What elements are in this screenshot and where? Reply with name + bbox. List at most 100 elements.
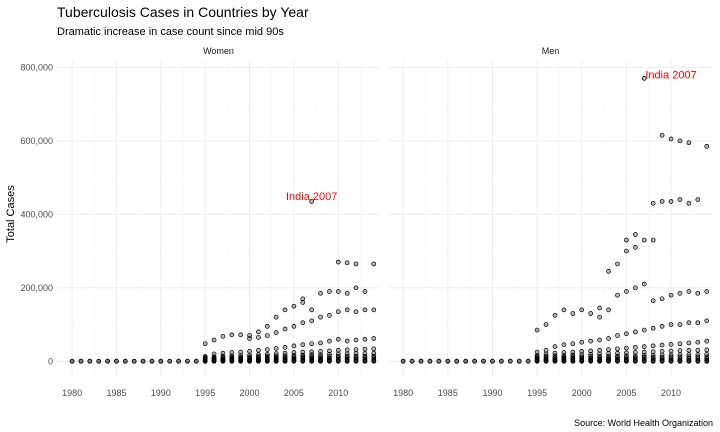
data-point <box>362 336 368 342</box>
data-point <box>588 311 594 316</box>
data-point <box>256 335 261 340</box>
data-point <box>624 248 629 254</box>
data-point <box>69 358 75 364</box>
data-point <box>436 358 442 364</box>
data-point <box>211 337 217 343</box>
data-point <box>552 313 558 318</box>
data-point <box>327 313 332 318</box>
data-point <box>704 338 710 344</box>
data-point <box>561 307 567 313</box>
data-point <box>561 342 567 348</box>
data-point <box>677 357 683 363</box>
y-tick-label: 600,000 <box>20 136 53 146</box>
data-point <box>247 349 252 354</box>
x-tick-label: 1995 <box>195 388 215 398</box>
data-point <box>606 268 611 274</box>
data-point <box>624 331 629 337</box>
data-point <box>256 347 261 353</box>
data-point <box>291 303 297 309</box>
data-point <box>472 358 477 364</box>
x-tick-label: 1985 <box>106 388 126 398</box>
facet-panels: Women 1980 1985 1990 1995 2000 2005 2010 0 200,00… <box>20 46 713 398</box>
chart-subtitle: Dramatic increase in case count since mi… <box>57 26 284 38</box>
y-tick-label: 400,000 <box>20 209 53 219</box>
data-point <box>534 327 540 333</box>
data-point <box>273 346 279 351</box>
data-point <box>677 348 683 353</box>
data-point <box>481 358 486 364</box>
y-tick-label: 800,000 <box>20 62 53 72</box>
data-point <box>362 289 368 294</box>
data-point <box>282 350 288 356</box>
data-point <box>427 358 433 364</box>
annotation-label: India 2007 <box>645 70 696 82</box>
data-point <box>615 346 620 352</box>
data-point <box>695 320 701 326</box>
data-point <box>300 349 306 355</box>
data-point <box>686 352 692 358</box>
data-point <box>534 349 540 355</box>
data-point <box>624 237 629 243</box>
x-tick-label: 2000 <box>572 388 592 398</box>
data-point <box>686 347 692 353</box>
data-point <box>650 298 656 304</box>
data-point <box>668 136 674 142</box>
data-point <box>318 290 323 296</box>
data-point <box>641 344 647 349</box>
data-point <box>362 351 368 356</box>
chart-title: Tuberculosis Cases in Countries by Year <box>57 4 309 20</box>
data-point <box>202 354 208 359</box>
data-point <box>659 296 665 302</box>
data-point <box>579 307 585 313</box>
x-tick-label: 2005 <box>284 388 304 398</box>
data-point <box>309 199 315 204</box>
data-point <box>122 358 128 364</box>
data-point <box>632 344 638 350</box>
data-point <box>597 337 602 343</box>
data-point <box>264 324 270 329</box>
data-point <box>400 358 406 364</box>
data-point <box>650 325 656 331</box>
data-point <box>686 289 692 294</box>
data-point <box>140 358 146 364</box>
panel-women: Women 1980 1985 1990 1995 2000 2005 2010 0 200,00… <box>20 46 380 398</box>
data-point <box>597 305 602 311</box>
data-point <box>668 352 674 358</box>
data-point <box>131 358 137 364</box>
data-point <box>256 352 261 358</box>
data-point <box>668 322 674 327</box>
data-point <box>309 307 315 313</box>
data-point <box>615 350 620 356</box>
data-point <box>220 355 226 360</box>
data-point <box>318 340 323 346</box>
data-point <box>371 336 377 341</box>
data-point <box>695 352 701 358</box>
data-point <box>371 307 377 313</box>
data-point <box>588 338 594 344</box>
data-point <box>552 344 558 349</box>
data-point <box>507 358 513 364</box>
data-point <box>686 140 692 146</box>
data-point <box>158 358 164 364</box>
data-point <box>677 290 683 296</box>
data-point <box>677 197 683 202</box>
data-point <box>353 351 359 356</box>
data-point <box>309 341 315 347</box>
data-point <box>264 351 270 357</box>
data-point <box>624 356 629 362</box>
data-point <box>353 285 359 291</box>
data-point <box>353 309 359 315</box>
data-point <box>256 329 261 335</box>
x-tick-label: 2000 <box>240 388 260 398</box>
data-point <box>668 292 674 298</box>
y-tick-label: 200,000 <box>20 283 53 293</box>
data-point <box>641 327 647 333</box>
data-point <box>668 348 674 354</box>
data-point <box>588 348 594 354</box>
data-point <box>344 290 350 296</box>
facet-label: Men <box>542 46 560 56</box>
data-point <box>273 330 279 335</box>
x-tick-label: 2005 <box>616 388 636 398</box>
data-point <box>229 350 235 355</box>
